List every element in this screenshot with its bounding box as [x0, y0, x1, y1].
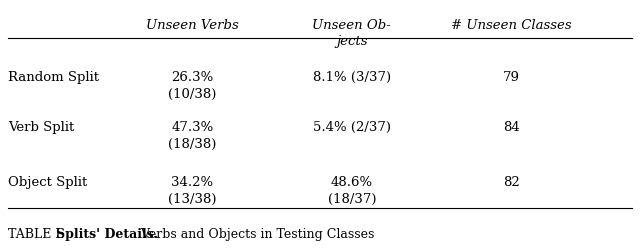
Text: Unseen Verbs: Unseen Verbs — [146, 19, 239, 32]
Text: Random Split: Random Split — [8, 71, 99, 84]
Text: Splits' Details.: Splits' Details. — [56, 228, 157, 241]
Text: 48.6%
(18/37): 48.6% (18/37) — [328, 176, 376, 206]
Text: # Unseen Classes: # Unseen Classes — [451, 19, 572, 32]
Text: 34.2%
(13/38): 34.2% (13/38) — [168, 176, 217, 206]
Text: 8.1% (3/37): 8.1% (3/37) — [313, 71, 391, 84]
Text: Unseen Ob-
jects: Unseen Ob- jects — [312, 19, 391, 48]
Text: 84: 84 — [503, 121, 520, 134]
Text: 5.4% (2/37): 5.4% (2/37) — [313, 121, 391, 134]
Text: Verbs and Objects in Testing Classes: Verbs and Objects in Testing Classes — [137, 228, 374, 241]
Text: Verb Split: Verb Split — [8, 121, 74, 134]
Text: 79: 79 — [502, 71, 520, 84]
Text: 82: 82 — [503, 176, 520, 189]
Text: 26.3%
(10/38): 26.3% (10/38) — [168, 71, 217, 101]
Text: 47.3%
(18/38): 47.3% (18/38) — [168, 121, 217, 151]
Text: TABLE I:: TABLE I: — [8, 228, 68, 241]
Text: Object Split: Object Split — [8, 176, 87, 189]
